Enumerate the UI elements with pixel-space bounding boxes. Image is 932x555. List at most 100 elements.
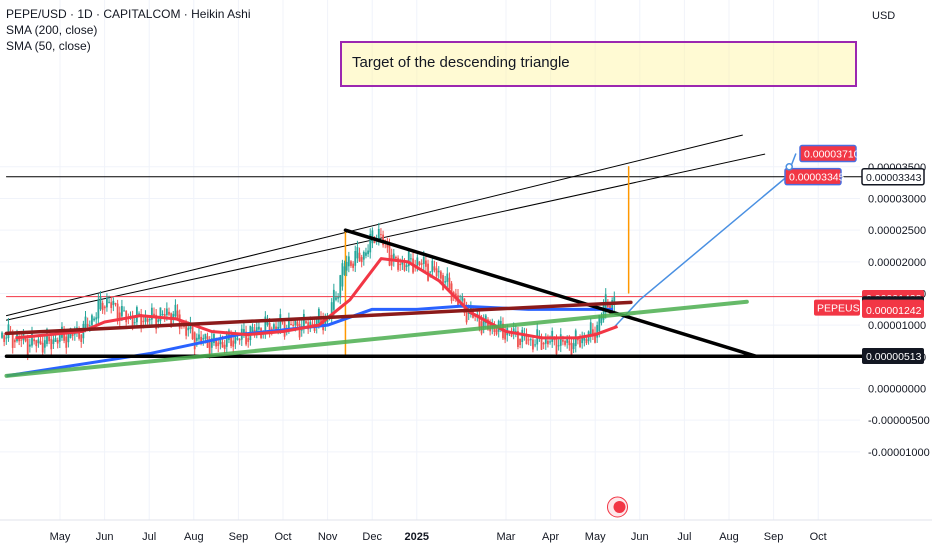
candle-body (598, 314, 601, 332)
candle-body (369, 233, 372, 253)
candle-body (67, 333, 70, 343)
candle-body (121, 306, 123, 317)
candle-body (24, 336, 27, 342)
candle-body (410, 258, 412, 260)
candle-body (352, 263, 355, 268)
projection-handle[interactable] (785, 163, 793, 171)
candle-body (362, 251, 365, 260)
candle-body (144, 315, 147, 322)
event-icon[interactable] (607, 496, 628, 518)
candle-body (418, 261, 421, 265)
candle-body (26, 338, 29, 355)
candle-body (452, 292, 455, 295)
candle-body (243, 329, 245, 335)
descending-triangle-upper[interactable] (343, 228, 758, 358)
support-trendline[interactable] (4, 299, 749, 378)
price-label-bg (799, 144, 857, 163)
candle-body (185, 324, 188, 336)
candle-body (20, 339, 23, 341)
indicator-sma-200[interactable]: SMA (200, close) (6, 23, 98, 37)
channel-line-lower[interactable] (5, 153, 766, 321)
candle-body (52, 339, 55, 345)
candle-body (273, 324, 275, 329)
price-label[interactable]: 0.00003343 (861, 168, 925, 186)
resistance-trendline[interactable] (4, 300, 633, 336)
indicator-sma-50[interactable]: SMA (50, close) (6, 39, 91, 53)
price-label[interactable]: 0.00001242 (862, 301, 924, 318)
candle-body (236, 338, 239, 340)
candle-body (11, 331, 14, 348)
candle-body (465, 305, 468, 323)
candle-body (403, 263, 406, 271)
candle-body (407, 251, 410, 267)
currency-label[interactable]: USD (872, 10, 896, 22)
candle-body (521, 329, 524, 343)
candle-body (317, 308, 320, 324)
candle-body (435, 268, 438, 277)
candle-body (187, 327, 190, 331)
candle-body (429, 271, 432, 273)
x-tick-label: Jul (677, 531, 691, 543)
x-tick-label: Mar (497, 531, 516, 543)
candle-body (395, 256, 397, 259)
channel-line-upper[interactable] (5, 134, 743, 317)
candle-body (542, 342, 545, 345)
candle-body (600, 316, 603, 324)
candle-body (5, 337, 8, 339)
candle-body (290, 323, 292, 326)
candle-body (591, 329, 594, 336)
price-label[interactable]: 0.00003345 (784, 167, 845, 186)
candle-body (108, 301, 110, 303)
candle-body (99, 296, 102, 310)
candle-body (135, 307, 138, 323)
price-label[interactable]: 0.00000513 (862, 348, 924, 365)
candle-body (482, 319, 485, 328)
y-tick-label: 0.00002500 (868, 225, 926, 237)
candle-body (155, 314, 158, 330)
candle-body (238, 338, 241, 341)
price-label[interactable]: 0.00003710 (799, 144, 860, 163)
candle-body (37, 339, 40, 344)
candle-body (596, 325, 599, 338)
symbol-title[interactable]: PEPE/USD · 1D · CAPITALCOM · Heikin Ashi (6, 7, 251, 21)
y-tick-label: 0.00002000 (868, 257, 926, 269)
candle-body (116, 303, 119, 322)
candle-body (405, 265, 408, 267)
candle-body (13, 339, 16, 343)
chart-legend: PEPE/USD · 1D · CAPITALCOM · Heikin Ashi… (6, 6, 251, 54)
candle-body (613, 297, 616, 305)
candle-body (80, 334, 83, 342)
y-tick-label: -0.00001000 (868, 447, 930, 459)
candle-body (540, 336, 543, 350)
candle-body (54, 338, 57, 342)
candle-body (84, 316, 87, 332)
candle-body (168, 311, 170, 315)
target-annotation-box[interactable]: Target of the descending triangle (340, 41, 857, 87)
candle-body (41, 342, 44, 353)
candle-body (420, 263, 423, 265)
price-label-text: 0.00003710 (804, 149, 860, 161)
candle-body (28, 344, 31, 347)
candle-body (454, 293, 457, 298)
candle-body (585, 339, 588, 344)
candle-body (330, 302, 333, 318)
sma-50-line[interactable] (15, 257, 619, 340)
candle-body (399, 263, 402, 266)
candle-body (365, 252, 367, 256)
candle-body (270, 328, 273, 330)
candle-body (529, 339, 532, 341)
candle-body (86, 323, 89, 328)
candle-body (572, 343, 575, 350)
candle-body (225, 332, 228, 347)
candle-body (294, 318, 297, 326)
projection-path[interactable] (612, 153, 797, 329)
candle-body (555, 338, 558, 355)
candle-body (602, 305, 605, 320)
candle-body (88, 325, 91, 327)
candle-body (422, 256, 425, 265)
candle-body (350, 261, 352, 266)
candle-body (397, 257, 399, 270)
candle-body (219, 339, 222, 345)
